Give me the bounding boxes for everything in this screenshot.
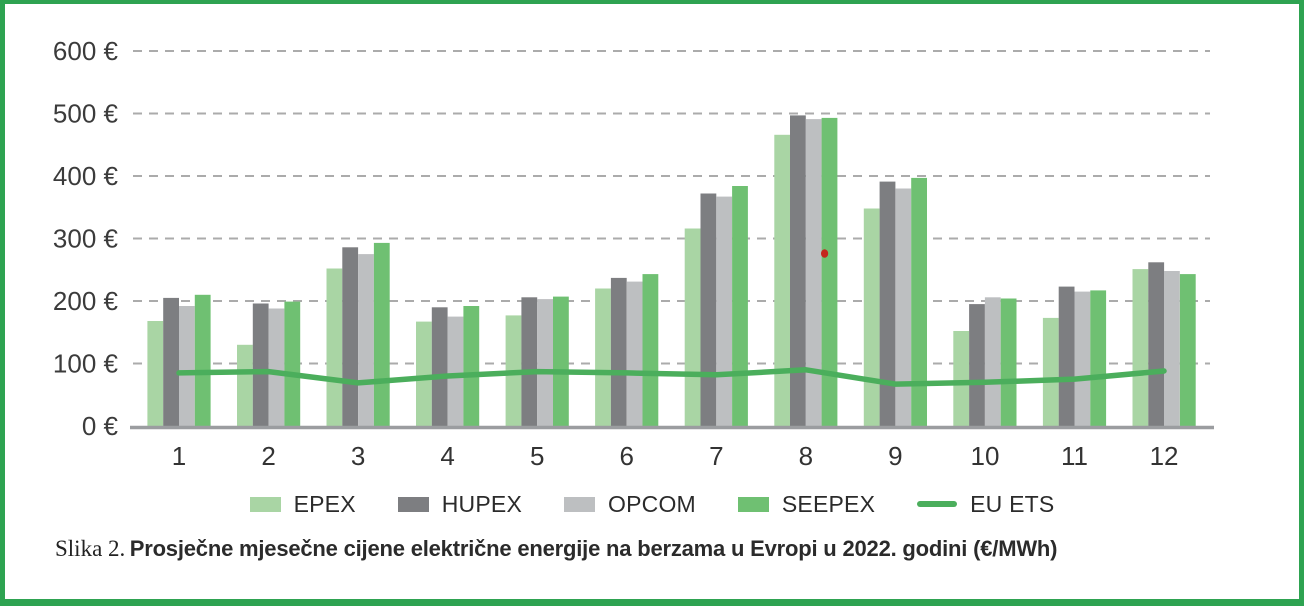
bar-hupex-m10 bbox=[969, 304, 985, 427]
legend-color-swatch bbox=[737, 496, 769, 512]
bar-epex-m7 bbox=[684, 228, 701, 427]
bar-seepex-m12 bbox=[1179, 274, 1196, 427]
bar-opcom-m12 bbox=[1164, 271, 1180, 427]
bar-opcom-m4 bbox=[447, 316, 464, 427]
bar-seepex-m7 bbox=[732, 186, 748, 427]
x-tick-label: 12 bbox=[1150, 441, 1179, 471]
x-tick-label: 7 bbox=[709, 441, 723, 471]
legend-item-hupex: HUPEX bbox=[397, 490, 522, 518]
bar-hupex-m12 bbox=[1148, 262, 1165, 428]
bar-hupex-m5 bbox=[521, 297, 538, 428]
legend-label: OPCOM bbox=[608, 490, 696, 517]
bar-seepex-m5 bbox=[553, 296, 569, 427]
chart-legend: EPEX HUPEX OPCOM SEEPEX EU ETS bbox=[5, 489, 1299, 519]
legend-label: SEEPEX bbox=[781, 490, 876, 517]
legend-label: EU ETS bbox=[970, 490, 1055, 517]
figure-caption: Slika 2. Prosječne mjesečne cijene elekt… bbox=[55, 536, 1057, 562]
x-tick-label: 9 bbox=[888, 441, 902, 471]
bar-hupex-m6 bbox=[610, 277, 627, 427]
bar-seepex-m1 bbox=[194, 294, 211, 428]
x-tick-label: 1 bbox=[172, 441, 186, 471]
bar-opcom-m6 bbox=[626, 281, 643, 427]
y-tick-label: 300 € bbox=[53, 224, 119, 254]
bar-opcom-m5 bbox=[537, 299, 553, 427]
bar-opcom-m8 bbox=[805, 119, 822, 427]
bar-epex-m1 bbox=[147, 321, 164, 427]
bar-epex-m3 bbox=[326, 268, 343, 427]
bar-epex-m8 bbox=[774, 134, 791, 428]
bar-seepex-m9 bbox=[911, 177, 927, 427]
legend-label: HUPEX bbox=[441, 490, 522, 517]
eu-ets-line bbox=[176, 367, 1167, 387]
bar-epex-m12 bbox=[1132, 269, 1149, 427]
bar-opcom-m9 bbox=[895, 188, 912, 427]
bar-opcom-m1 bbox=[179, 306, 195, 427]
bar-seepex-m8 bbox=[821, 117, 838, 428]
caption-title: Prosječne mjesečne cijene električne ene… bbox=[129, 536, 1058, 561]
bar-seepex-m2 bbox=[284, 301, 301, 427]
bar-epex-m6 bbox=[595, 288, 611, 427]
bar-hupex-m3 bbox=[342, 247, 359, 428]
bar-hupex-m11 bbox=[1058, 286, 1075, 427]
bar-opcom-m3 bbox=[358, 254, 374, 427]
bar-opcom-m10 bbox=[984, 297, 1001, 428]
legend-item-opcom: OPCOM bbox=[564, 491, 696, 518]
legend-label: EPEX bbox=[293, 490, 356, 517]
legend-item-eu-ets: EU ETS bbox=[917, 491, 1054, 518]
bar-seepex-m4 bbox=[463, 306, 480, 427]
y-tick-label: 600 € bbox=[53, 36, 119, 66]
bar-epex-m2 bbox=[237, 344, 253, 428]
y-tick-label: 400 € bbox=[53, 161, 119, 191]
x-tick-label: 4 bbox=[440, 441, 454, 471]
x-tick-label: 3 bbox=[351, 441, 365, 471]
bar-opcom-m11 bbox=[1074, 291, 1091, 427]
bar-seepex-m10 bbox=[1000, 298, 1017, 427]
bar-opcom-m2 bbox=[268, 308, 285, 427]
bar-epex-m9 bbox=[863, 208, 880, 427]
legend-color-swatch bbox=[249, 496, 281, 512]
bar-epex-m10 bbox=[953, 331, 970, 427]
bar-hupex-m1 bbox=[163, 297, 179, 427]
y-tick-label: 0 € bbox=[82, 411, 119, 441]
red-dot-annotation bbox=[821, 249, 829, 258]
bar-hupex-m9 bbox=[879, 181, 896, 427]
y-tick-label: 100 € bbox=[53, 349, 119, 379]
bar-seepex-m11 bbox=[1090, 290, 1107, 427]
bar-hupex-m2 bbox=[252, 303, 269, 427]
bar-epex-m11 bbox=[1042, 317, 1059, 427]
bar-hupex-m8 bbox=[790, 115, 806, 428]
x-tick-label: 2 bbox=[261, 441, 275, 471]
x-tick-label: 5 bbox=[530, 441, 544, 471]
bar-seepex-m6 bbox=[642, 274, 659, 427]
x-tick-label: 11 bbox=[1061, 441, 1088, 471]
legend-line-swatch bbox=[917, 501, 958, 507]
bar-epex-m4 bbox=[416, 321, 432, 427]
x-tick-label: 10 bbox=[970, 441, 999, 471]
legend-color-swatch bbox=[564, 496, 595, 512]
bar-hupex-m7 bbox=[700, 193, 717, 427]
legend-color-swatch bbox=[397, 496, 429, 512]
x-tick-label: 6 bbox=[620, 441, 634, 471]
x-tick-label: 8 bbox=[799, 441, 813, 471]
bar-hupex-m4 bbox=[431, 307, 448, 428]
bar-opcom-m7 bbox=[716, 196, 733, 427]
y-tick-label: 500 € bbox=[53, 99, 119, 129]
legend-item-epex: EPEX bbox=[249, 490, 356, 518]
chart-canvas: 0 €100 €200 €300 €400 €500 €600 €1 2 3 4 5 6 7… bbox=[53, 36, 1214, 471]
y-tick-label: 200 € bbox=[53, 286, 119, 316]
bar-seepex-m3 bbox=[373, 242, 390, 427]
legend-item-seepex: SEEPEX bbox=[737, 490, 876, 518]
caption-label: Slika 2. bbox=[55, 536, 126, 561]
